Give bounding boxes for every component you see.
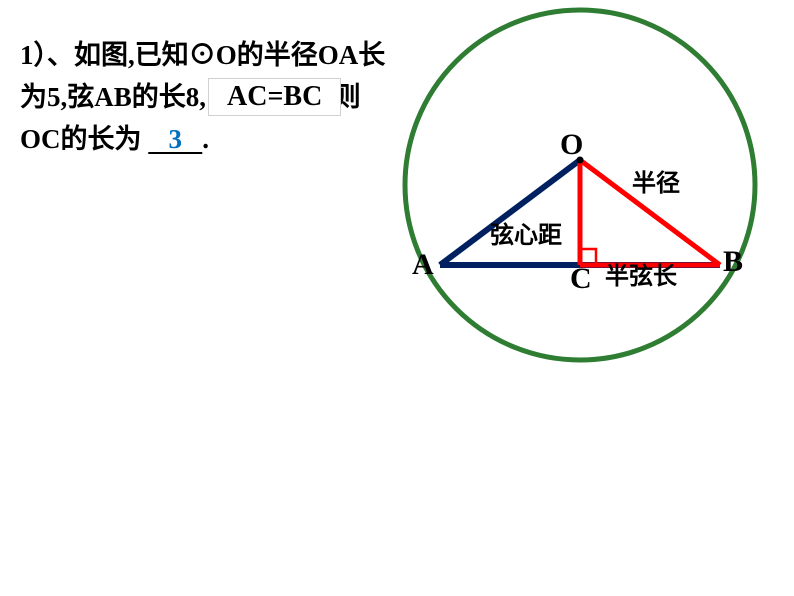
diagram-svg xyxy=(390,5,790,405)
label-apothem: 弦心距 xyxy=(490,215,562,250)
answer-value: 3 xyxy=(169,124,183,154)
label-half-chord: 半弦长 xyxy=(605,256,677,291)
label-b: B xyxy=(723,245,743,279)
label-radius: 半径 xyxy=(632,163,680,198)
circle-diagram xyxy=(390,5,790,410)
problem-line-3: OC的长为 3 . xyxy=(20,119,430,161)
label-a: A xyxy=(412,248,434,282)
highlight-ac-eq-bc: AC=BC xyxy=(208,78,341,116)
label-c: C xyxy=(570,262,592,296)
problem-line-1: 1）、如图,已知⊙O的半径OA长 xyxy=(20,35,430,77)
label-o: O xyxy=(560,128,583,162)
